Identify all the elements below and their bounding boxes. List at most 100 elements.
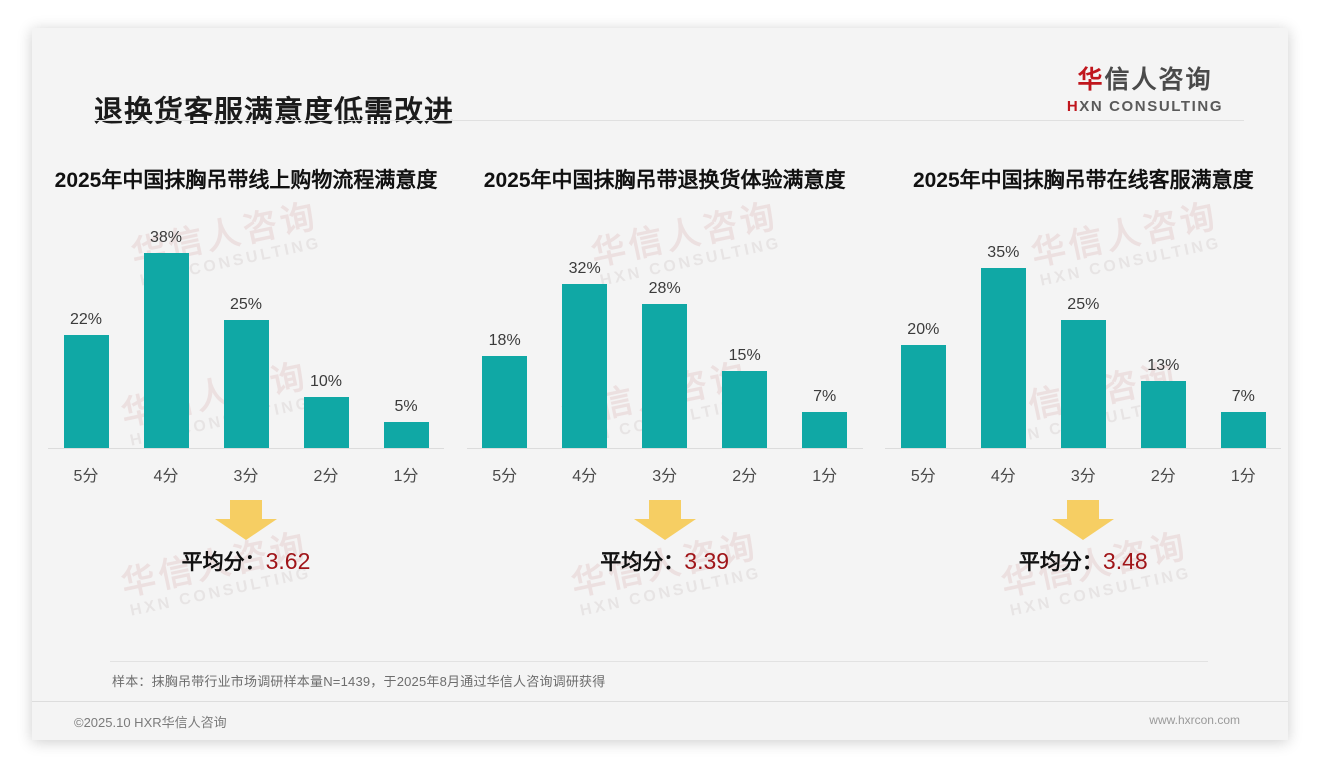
arrow-shaft [230, 499, 262, 520]
x-tick-label: 5分 [73, 467, 99, 485]
bar-group: 20% [887, 216, 959, 448]
arrow-head [1052, 518, 1115, 540]
x-tick-label: 1分 [393, 467, 419, 485]
bars-3: 20% 35% 25% 13% [883, 216, 1283, 448]
down-arrow-icon [215, 499, 277, 540]
arrow-shaft [648, 499, 681, 520]
bar-chart-2: 18% 32% 28% 15% [465, 210, 865, 500]
bar-group: 7% [1207, 216, 1279, 448]
average-block-3: 平均分：3.48 [883, 499, 1283, 592]
bar-group: 5% [370, 216, 442, 448]
bar-value-label: 38% [149, 229, 183, 247]
x-tick-label: 5分 [492, 467, 518, 485]
bar [722, 370, 768, 448]
logo-en-rest: XN CONSULTING [1079, 97, 1224, 115]
bar-group: 35% [967, 216, 1039, 448]
logo-english: HXN CONSULTING [1050, 95, 1240, 119]
logo-chinese: 华信人咨询 [1050, 66, 1240, 95]
average-block-1: 平均分：3.62 [46, 499, 446, 592]
slide-header: 退换货客服满意度低需改进 华信人咨询 HXN CONSULTING [32, 28, 1288, 128]
bar [63, 335, 109, 448]
bar [1220, 411, 1266, 448]
x-axis-line [48, 447, 444, 449]
x-axis-labels-1: 5分 4分 3分 2分 1分 [46, 462, 446, 486]
bar [562, 283, 608, 448]
bar-value-label: 32% [568, 259, 601, 277]
footer-divider [32, 701, 1288, 702]
x-axis-labels-3: 5分 4分 3分 2分 1分 [883, 462, 1283, 486]
copyright-text: ©2025.10 HXR华信人咨询 [74, 715, 227, 730]
average-score-3: 平均分：3.48 [1019, 546, 1148, 576]
x-tick-label: 1分 [1230, 467, 1256, 485]
bar-value-label: 25% [229, 295, 263, 313]
bar-group: 32% [549, 216, 621, 448]
bar-value-label: 10% [309, 372, 343, 390]
average-value: 3.39 [684, 547, 730, 574]
logo-en-red: H [1066, 97, 1080, 115]
average-score-2: 平均分：3.39 [600, 546, 729, 576]
bars-2: 18% 32% 28% 15% [465, 216, 865, 448]
down-arrow-icon [633, 499, 696, 540]
x-tick-label: 4分 [153, 467, 179, 485]
x-tick-label: 1分 [812, 467, 838, 485]
charts-row: 2025年中国抹胸吊带线上购物流程满意度 22% 38% 25% [32, 138, 1288, 592]
chart-panel-1: 2025年中国抹胸吊带线上购物流程满意度 22% 38% 25% [32, 138, 451, 592]
bar [980, 268, 1026, 448]
header-divider [94, 120, 1244, 121]
bar-value-label: 7% [813, 387, 837, 405]
bar-chart-3: 20% 35% 25% 13% [883, 210, 1283, 500]
chart-panel-3: 2025年中国抹胸吊带在线客服满意度 20% 35% 25% [869, 138, 1288, 592]
bar [482, 355, 528, 448]
average-block-2: 平均分：3.39 [465, 499, 865, 592]
bar [143, 253, 189, 448]
logo-cn-red: 华 [1077, 66, 1105, 94]
bar-group: 25% [1047, 216, 1119, 448]
arrow-head [215, 518, 277, 540]
x-tick-label: 3分 [1070, 467, 1096, 485]
bar-value-label: 20% [907, 321, 940, 339]
bar-value-label: 18% [488, 331, 521, 349]
slide-card: 华信人咨询 HXN CONSULTING 华信人咨询 HXN CONSULTIN… [32, 28, 1288, 740]
down-arrow-icon [1052, 499, 1115, 540]
bar-chart-1: 22% 38% 25% 10% [46, 210, 446, 500]
x-tick-label: 3分 [652, 467, 678, 485]
bar-group: 25% [210, 216, 282, 448]
brand-logo: 华信人咨询 HXN CONSULTING [1050, 66, 1240, 119]
average-label: 平均分： [181, 550, 266, 574]
average-value: 3.48 [1102, 547, 1148, 574]
bars-1: 22% 38% 25% 10% [46, 216, 446, 448]
bar-value-label: 22% [69, 311, 103, 329]
average-score-1: 平均分：3.62 [182, 546, 311, 576]
sample-footnote: 样本：抹胸吊带行业市场调研样本量N=1439，于2025年8月通过华信人咨询调研… [112, 674, 606, 689]
bar-group: 13% [1127, 216, 1199, 448]
arrow-shaft [1067, 499, 1100, 520]
x-tick-label: 4分 [572, 467, 598, 485]
average-label: 平均分： [600, 550, 685, 574]
x-tick-label: 2分 [1150, 467, 1176, 485]
bar [642, 304, 688, 448]
x-axis-line [466, 447, 863, 449]
bar-value-label: 13% [1147, 357, 1180, 375]
bar-value-label: 25% [1067, 295, 1100, 313]
bar-value-label: 15% [728, 346, 761, 364]
website-link[interactable]: www.hxrcon.com [1149, 713, 1240, 727]
chart-title-1: 2025年中国抹胸吊带线上购物流程满意度 [54, 169, 438, 192]
logo-cn-rest: 信人咨询 [1104, 66, 1213, 94]
bar-group: 22% [50, 216, 122, 448]
bar [900, 345, 946, 448]
slide-footer: ©2025.10 HXR华信人咨询 www.hxrcon.com [32, 702, 1288, 740]
x-axis-line [885, 447, 1282, 449]
bar-group: 18% [469, 216, 541, 448]
bar [1140, 381, 1186, 448]
average-value: 3.62 [265, 547, 311, 574]
footnote-divider [110, 661, 1208, 662]
arrow-head [633, 518, 696, 540]
bar-group: 7% [789, 216, 861, 448]
bar [802, 411, 848, 448]
bar [383, 422, 429, 448]
bar-value-label: 7% [1231, 387, 1255, 405]
bar-value-label: 35% [987, 244, 1020, 262]
bar-value-label: 5% [394, 398, 418, 416]
bar-value-label: 28% [648, 280, 681, 298]
bar [303, 396, 349, 448]
